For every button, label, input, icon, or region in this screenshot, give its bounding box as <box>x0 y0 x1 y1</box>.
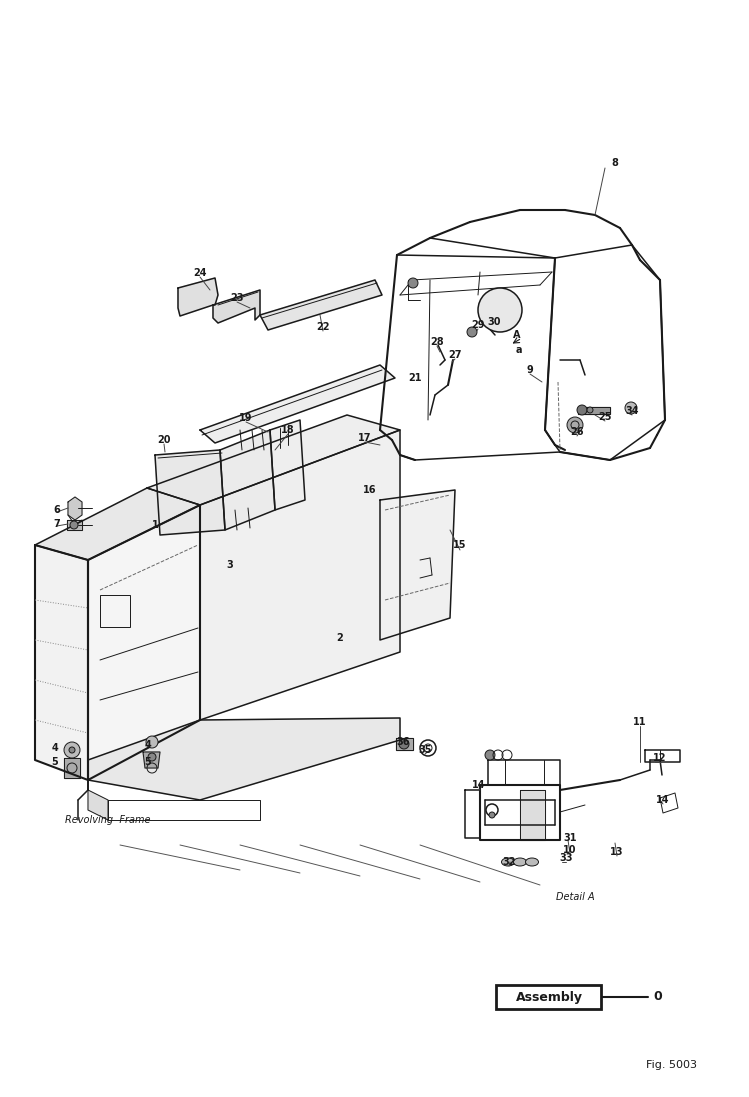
Circle shape <box>478 289 522 332</box>
Circle shape <box>625 402 637 414</box>
Polygon shape <box>220 430 275 530</box>
Circle shape <box>489 812 495 818</box>
Polygon shape <box>520 790 545 840</box>
Text: 5: 5 <box>52 757 58 767</box>
Text: Detail A: Detail A <box>556 892 594 902</box>
Text: 36: 36 <box>396 737 410 747</box>
Text: 26: 26 <box>570 427 583 437</box>
Text: a: a <box>516 344 522 355</box>
Bar <box>488 298 512 320</box>
Polygon shape <box>213 290 260 323</box>
Circle shape <box>69 747 75 753</box>
Polygon shape <box>64 758 80 778</box>
Text: 25: 25 <box>598 412 612 422</box>
Text: 4: 4 <box>52 743 58 753</box>
Polygon shape <box>35 545 88 780</box>
Circle shape <box>485 750 495 760</box>
Circle shape <box>587 407 593 412</box>
Text: 11: 11 <box>633 717 646 727</box>
Text: 3: 3 <box>227 559 234 570</box>
Polygon shape <box>200 430 400 720</box>
Polygon shape <box>88 505 200 780</box>
Text: 5: 5 <box>145 757 151 767</box>
Polygon shape <box>178 278 218 316</box>
Circle shape <box>148 753 156 761</box>
Text: 21: 21 <box>408 373 422 383</box>
Ellipse shape <box>514 858 527 866</box>
Text: 14: 14 <box>473 780 486 790</box>
Text: 2: 2 <box>336 633 343 643</box>
Polygon shape <box>200 365 395 443</box>
Text: 18: 18 <box>281 425 295 436</box>
Circle shape <box>467 327 477 337</box>
Polygon shape <box>67 520 82 530</box>
Polygon shape <box>68 497 82 520</box>
Text: 31: 31 <box>563 833 577 842</box>
Text: 8: 8 <box>612 158 619 168</box>
Bar <box>496 985 601 1009</box>
Text: 20: 20 <box>157 436 171 445</box>
Text: A: A <box>513 330 521 340</box>
Polygon shape <box>380 490 455 640</box>
Text: 29: 29 <box>471 320 485 330</box>
Polygon shape <box>143 753 160 768</box>
Text: 32: 32 <box>503 857 516 867</box>
Text: 28: 28 <box>430 337 444 347</box>
Polygon shape <box>578 407 610 414</box>
Text: 34: 34 <box>625 406 639 416</box>
Polygon shape <box>270 420 305 510</box>
Text: 33: 33 <box>560 853 573 863</box>
Circle shape <box>577 405 587 415</box>
Text: 23: 23 <box>230 293 243 303</box>
Text: 4: 4 <box>145 740 151 750</box>
Text: 24: 24 <box>193 268 207 278</box>
Text: 17: 17 <box>358 433 372 443</box>
Polygon shape <box>147 415 400 505</box>
Polygon shape <box>396 738 413 750</box>
Text: 12: 12 <box>653 753 667 764</box>
Text: 7: 7 <box>54 519 61 529</box>
Ellipse shape <box>502 858 515 866</box>
Circle shape <box>567 417 583 433</box>
Text: 22: 22 <box>316 323 330 332</box>
Polygon shape <box>88 760 108 819</box>
Circle shape <box>70 521 78 529</box>
Ellipse shape <box>526 858 539 866</box>
Text: 35: 35 <box>418 745 431 755</box>
Text: 30: 30 <box>488 317 501 327</box>
Polygon shape <box>155 450 225 535</box>
Circle shape <box>408 278 418 289</box>
Circle shape <box>399 739 409 749</box>
Bar <box>100 595 130 627</box>
Text: 19: 19 <box>239 412 252 423</box>
Polygon shape <box>88 719 400 800</box>
Text: Revolving  Frame: Revolving Frame <box>65 815 151 825</box>
Circle shape <box>146 736 158 748</box>
Text: 13: 13 <box>610 847 624 857</box>
Circle shape <box>64 742 80 758</box>
Text: Assembly: Assembly <box>515 991 583 1004</box>
Text: 10: 10 <box>563 845 577 855</box>
Text: 9: 9 <box>527 365 533 375</box>
Text: 16: 16 <box>363 485 377 495</box>
Text: 1: 1 <box>151 520 158 530</box>
Text: 14: 14 <box>656 795 670 805</box>
Text: 0: 0 <box>654 991 662 1004</box>
Text: 27: 27 <box>448 350 461 360</box>
Polygon shape <box>35 488 200 559</box>
Text: Fig. 5003: Fig. 5003 <box>646 1060 697 1070</box>
Text: 6: 6 <box>54 505 61 514</box>
Text: 15: 15 <box>453 540 467 550</box>
Polygon shape <box>260 280 382 330</box>
